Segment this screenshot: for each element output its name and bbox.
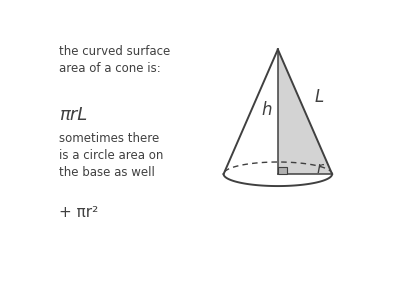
Text: h: h — [262, 101, 272, 118]
FancyBboxPatch shape — [278, 168, 287, 174]
Text: πrL: πrL — [59, 106, 88, 124]
Text: L: L — [315, 88, 324, 106]
Text: sometimes there
is a circle area on
the base as well: sometimes there is a circle area on the … — [59, 132, 164, 179]
Polygon shape — [278, 49, 332, 174]
Text: r: r — [317, 161, 323, 176]
Text: the curved surface
area of a cone is:: the curved surface area of a cone is: — [59, 45, 170, 75]
Text: + πr²: + πr² — [59, 205, 98, 220]
